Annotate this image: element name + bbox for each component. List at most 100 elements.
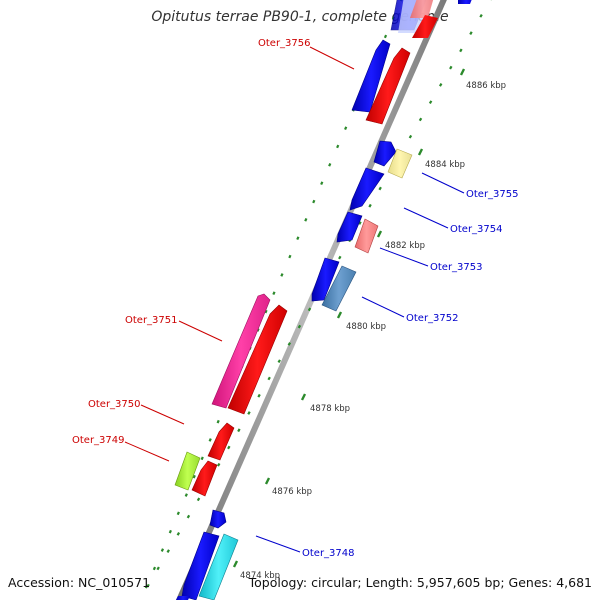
kbp-tick-mark	[376, 230, 383, 238]
track-tick-mark	[304, 218, 308, 222]
gene-arrow	[365, 47, 411, 125]
track-tick-mark	[307, 307, 312, 312]
gene-arrow	[458, 0, 472, 4]
gene-arrow	[176, 596, 190, 600]
kbp-tick-label: 4878 kbp	[310, 404, 350, 414]
track-tick-mark	[469, 31, 473, 35]
kbp-tick-mark	[264, 477, 271, 485]
kbp-tick-label: 4874 kbp	[240, 571, 280, 581]
gene-label: Oter_3756	[258, 38, 311, 49]
track-tick-mark	[216, 419, 220, 424]
track-tick-mark	[184, 493, 188, 497]
gene-label: Oter_3751	[125, 315, 178, 326]
gene-arrow	[209, 509, 227, 529]
track-tick-mark	[186, 514, 191, 519]
gene-label: Oter_3755	[466, 189, 519, 200]
gene-label: Oter_3749	[72, 435, 125, 446]
gene-features	[174, 0, 472, 600]
track-tick-mark	[160, 548, 164, 552]
gene-leader-line	[421, 172, 465, 194]
track-tick-mark	[208, 438, 212, 442]
gene-arrow	[354, 218, 379, 254]
gene-arrow	[198, 533, 239, 600]
accession-text: Accession: NC_010571	[8, 575, 151, 590]
gene-leader-line	[124, 441, 170, 462]
track-tick-mark	[216, 462, 221, 467]
track-tick-mark	[408, 134, 413, 139]
track-tick-mark	[144, 584, 149, 589]
gene-leader-line	[178, 320, 223, 342]
kbp-tick-label: 4884 kbp	[425, 160, 465, 170]
track-tick-mark	[264, 309, 268, 314]
gene-arrow	[207, 422, 235, 461]
track-tick-mark	[312, 199, 316, 204]
track-tick-mark	[459, 48, 463, 53]
gene-arrow	[410, 0, 434, 18]
track-tick-mark	[336, 144, 340, 149]
track-tick-mark	[378, 186, 382, 191]
gene-leader-line	[403, 207, 449, 229]
gene-leader-line	[361, 296, 405, 318]
track-tick-mark	[192, 474, 196, 479]
track-tick-mark	[237, 428, 241, 433]
genome-summary-text: Topology: circular; Length: 5,957,605 bp…	[248, 575, 592, 590]
track-tick-mark	[257, 393, 261, 398]
gene-arrow	[387, 148, 413, 179]
track-tick-mark	[156, 566, 160, 571]
track-tick-mark	[418, 117, 423, 122]
gene-arrow	[311, 257, 340, 302]
track-tick-mark	[267, 376, 271, 381]
kbp-tick-mark	[336, 311, 343, 319]
map-title: Opitutus terrae PB90-1, complete genome	[151, 9, 449, 25]
track-tick-mark	[297, 324, 302, 329]
track-tick-mark	[296, 236, 300, 241]
kbp-tick-mark	[417, 148, 424, 156]
gene-arrow	[349, 167, 385, 211]
track-tick-mark	[152, 566, 157, 571]
gene-arrow	[321, 265, 357, 312]
gene-leader-line	[255, 535, 301, 553]
track-tick-mark	[200, 456, 204, 461]
gene-label: Oter_3753	[430, 262, 483, 273]
track-tick-mark	[287, 342, 292, 346]
track-tick-mark	[168, 529, 172, 534]
track-tick-mark	[338, 255, 342, 260]
gene-arrow	[211, 293, 271, 409]
gene-leader-line	[309, 46, 355, 70]
track-tick-mark	[280, 273, 284, 277]
kbp-tick-mark	[459, 68, 466, 76]
track-tick-mark	[247, 411, 251, 415]
track-tick-mark	[320, 181, 324, 185]
kbp-tick-mark	[232, 560, 239, 568]
kbp-tick-label: 4876 kbp	[272, 487, 312, 497]
gene-label: Oter_3754	[450, 224, 503, 235]
track-tick-mark	[449, 65, 453, 70]
track-tick-mark	[368, 203, 372, 208]
gene-label: Oter_3748	[302, 548, 355, 559]
kbp-tick-label: 4886 kbp	[466, 81, 506, 91]
gene-leader-line	[379, 247, 429, 267]
track-tick-mark	[176, 532, 181, 536]
track-tick-mark	[277, 359, 281, 364]
track-tick-mark	[328, 163, 332, 167]
gene-arrow	[412, 15, 438, 38]
kbp-tick-label: 4880 kbp	[346, 322, 386, 332]
track-tick-mark	[288, 254, 292, 259]
kbp-tick-mark	[300, 393, 307, 401]
track-tick-mark	[383, 34, 388, 39]
track-tick-mark	[272, 291, 276, 296]
gene-arrow	[227, 304, 288, 415]
track-tick-mark	[227, 445, 231, 450]
gene-arrow	[191, 460, 218, 497]
gene-arrow	[373, 140, 397, 167]
track-tick-mark	[166, 549, 170, 553]
track-tick-mark	[428, 100, 433, 105]
track-tick-mark	[176, 511, 180, 516]
gene-label: Oter_3752	[406, 313, 459, 324]
track-tick-mark	[196, 497, 201, 502]
gene-arrow	[336, 211, 363, 243]
kbp-tick-label: 4882 kbp	[385, 241, 425, 251]
track-tick-mark	[438, 83, 443, 87]
